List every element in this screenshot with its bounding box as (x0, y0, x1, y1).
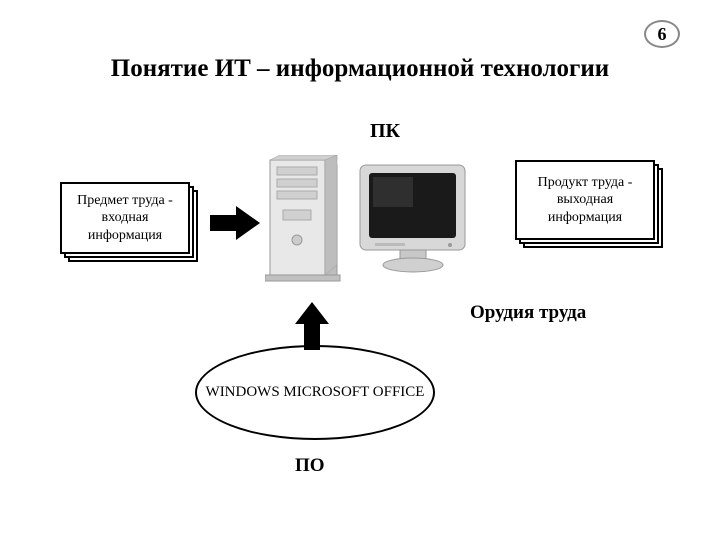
input-box-text: Предмет труда - входная информация (60, 182, 190, 254)
label-pc: ПК (370, 120, 400, 143)
pc-illustration (265, 155, 475, 310)
arrow-input-to-pc (210, 206, 260, 245)
label-software: ПО (295, 455, 325, 477)
pc-tower-icon (265, 155, 340, 281)
slide-title: Понятие ИТ – информационной технологии (50, 55, 670, 83)
slide-number-badge: 6 (644, 20, 680, 48)
label-tools: Орудия труда (470, 302, 586, 324)
crt-monitor-icon (360, 165, 465, 272)
software-oval: WINDOWS MICROSOFT OFFICE (195, 345, 435, 440)
software-oval-text: WINDOWS MICROSOFT OFFICE (206, 383, 425, 402)
output-box-text: Продукт труда - выходная информация (515, 160, 655, 240)
slide-number: 6 (658, 24, 667, 45)
